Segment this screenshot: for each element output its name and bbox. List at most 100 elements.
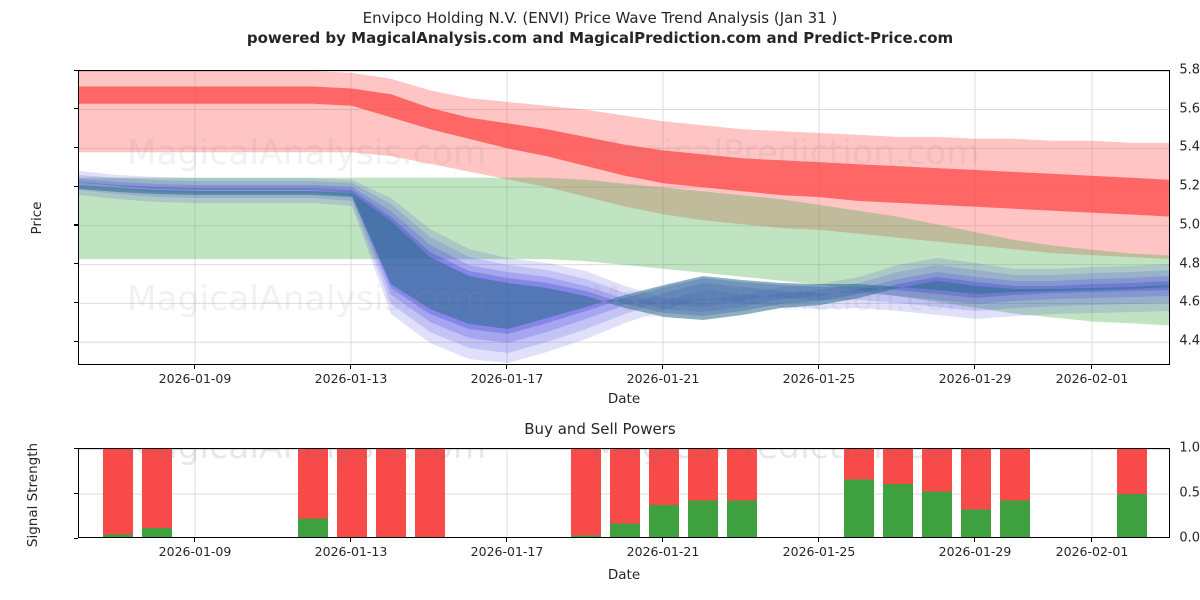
bar-sell [376, 449, 406, 537]
bar-buy [649, 504, 679, 537]
bar-sell [337, 449, 367, 537]
power-ytick: 0.5 [1179, 485, 1200, 501]
bar-buy [142, 528, 172, 537]
price-tickmark [74, 340, 78, 342]
price-tickmark [74, 108, 78, 110]
price-ytick: 5.2 [1179, 178, 1200, 194]
price-xtickmark [818, 365, 820, 369]
power-xtickmark [974, 538, 976, 542]
price-xtick: 2026-01-09 [158, 371, 232, 386]
bar-sell [298, 449, 328, 519]
price-xtick: 2026-01-25 [782, 371, 856, 386]
bar-buy [844, 479, 874, 537]
bar-sell [142, 449, 172, 529]
bar-sell [1117, 449, 1147, 494]
bar-buy [922, 491, 952, 537]
bar-buy [727, 500, 757, 537]
price-ytick: 5.8 [1179, 62, 1200, 78]
bar-sell [103, 449, 133, 535]
bar-buy [571, 535, 601, 537]
price-xtick: 2026-01-29 [938, 371, 1012, 386]
power-xtickmark [350, 538, 352, 542]
price-xtickmark [350, 365, 352, 369]
wave-band-widest [79, 171, 1169, 363]
power-xtickmark [1091, 538, 1093, 542]
power-xtick: 2026-01-13 [314, 544, 388, 559]
power-xtickmark [818, 538, 820, 542]
power-bars [103, 449, 1147, 537]
price-ytick: 5.4 [1179, 139, 1200, 155]
page-title: Envipco Holding N.V. (ENVI) Price Wave T… [362, 9, 838, 27]
price-tickmark [74, 69, 78, 71]
bar-buy [1117, 494, 1147, 537]
price-chart-plot-area: MagicalAnalysis.com MagicalPrediction.co… [78, 70, 1170, 365]
power-tickmark [74, 492, 78, 494]
price-tickmark [74, 301, 78, 304]
power-xtick: 2026-01-09 [158, 544, 232, 559]
price-x-axis-label: Date [607, 391, 641, 407]
support-band [79, 177, 1169, 326]
power-tickmark [74, 537, 78, 539]
price-tickmark [74, 263, 78, 265]
price-xtick: 2026-01-21 [626, 371, 700, 386]
price-ytick: 5.6 [1179, 101, 1200, 116]
power-xtickmark [194, 538, 196, 542]
power-xtickmark [506, 538, 508, 542]
power-chart-plot-area: MagicalAnalysis.com MagicalPrediction.co… [78, 448, 1170, 538]
power-y-axis-label: Signal Strength [25, 442, 41, 548]
power-x-axis-label: Date [607, 567, 641, 583]
price-xtickmark [506, 365, 508, 369]
bar-buy [610, 523, 640, 537]
power-xtick: 2026-01-25 [782, 544, 856, 559]
bar-buy [298, 518, 328, 537]
bar-sell [649, 449, 679, 505]
bar-sell [883, 449, 913, 485]
power-xtickmark [662, 538, 664, 542]
price-tickmark [74, 185, 78, 187]
bar-sell [571, 449, 601, 536]
price-ytick: 4.4 [1179, 333, 1200, 349]
bar-sell [727, 449, 757, 501]
bar-buy [961, 509, 991, 537]
price-xtickmark [194, 365, 196, 369]
power-xtick: 2026-01-21 [626, 544, 700, 559]
bar-sell [415, 449, 445, 537]
power-xtick: 2026-01-29 [938, 544, 1012, 559]
bar-buy [1000, 500, 1030, 537]
bar-buy [883, 484, 913, 537]
power-tickmark [74, 447, 78, 449]
page-subtitle: powered by MagicalAnalysis.com and Magic… [246, 29, 954, 47]
price-xtickmark [662, 365, 664, 369]
price-tickmark [74, 146, 78, 149]
bar-sell [688, 449, 718, 501]
bar-sell [1000, 449, 1030, 501]
bar-sell [961, 449, 991, 510]
price-xtickmark [974, 365, 976, 369]
power-chart-title: Buy and Sell Powers [524, 420, 676, 438]
power-xtick: 2026-02-01 [1055, 544, 1129, 559]
wave-median-core [79, 185, 1169, 329]
chart-title-block: Envipco Holding N.V. (ENVI) Price Wave T… [0, 8, 1200, 48]
bar-sell [844, 449, 874, 480]
price-ytick: 4.8 [1179, 256, 1200, 272]
buy-sell-powers-svg [79, 449, 1169, 537]
power-ytick: 1.0 [1179, 440, 1200, 456]
bar-buy [688, 500, 718, 537]
resistance-band-inner [79, 86, 1169, 217]
price-xtick: 2026-01-17 [470, 371, 544, 386]
wave-forecast-fan [79, 171, 1169, 363]
power-xtick: 2026-01-17 [470, 544, 544, 559]
price-xtick: 2026-02-01 [1055, 371, 1129, 386]
price-ytick: 5.0 [1179, 217, 1200, 233]
price-y-axis-label: Price [29, 201, 45, 235]
price-xtick: 2026-01-13 [314, 371, 388, 386]
price-tickmark [74, 224, 78, 226]
bar-sell [610, 449, 640, 524]
price-wave-svg [79, 71, 1169, 364]
power-ytick: 0.0 [1179, 530, 1200, 546]
price-ytick: 4.6 [1179, 294, 1200, 310]
price-xtickmark [1091, 365, 1093, 369]
bar-sell [922, 449, 952, 492]
bar-buy [103, 534, 133, 537]
